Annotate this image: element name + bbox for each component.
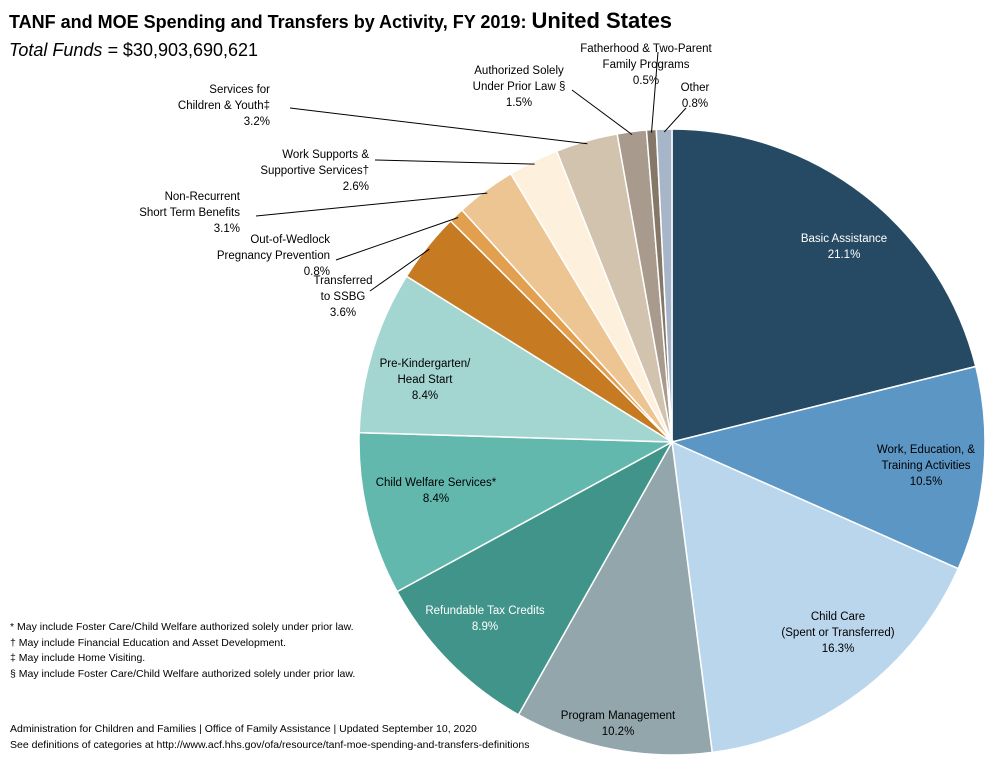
pct-refundable: 8.9%	[472, 621, 498, 633]
label-line-fatherhood: Family Programs	[603, 59, 690, 71]
footnote-asterisk: * May include Foster Care/Child Welfare …	[10, 621, 354, 633]
leader-line-other	[663, 107, 687, 133]
label-refundable: Refundable Tax Credits 8.9%	[425, 605, 545, 633]
leader-line-ssbg	[369, 248, 430, 292]
label-line-progmgmt: Program Management	[561, 710, 676, 722]
label-line-work: Work, Education, &	[877, 444, 976, 456]
footer: Administration for Children and Families…	[10, 722, 529, 753]
label-progmgmt: Program Management 10.2%	[561, 710, 676, 738]
footer-attribution: Administration for Children and Families…	[10, 723, 477, 735]
chart-title: TANF and MOE Spending and Transfers by A…	[9, 8, 672, 34]
label-other: Other 0.8%	[681, 82, 710, 110]
pct-work: 10.5%	[910, 476, 943, 488]
label-line-ssbg: to SSBG	[321, 291, 366, 303]
label-line-childcare: Child Care	[811, 611, 865, 623]
label-cws: Child Welfare Services* 8.4%	[376, 477, 497, 505]
total-funds-value: $30,903,690,621	[122, 40, 259, 60]
label-prek: Pre-Kindergarten/Head Start 8.4%	[380, 358, 472, 402]
label-prior: Authorized Solely Under Prior Law § 1.5%	[473, 65, 566, 109]
label-line-nonrec: Short Term Benefits	[139, 207, 240, 219]
leader-line-children	[289, 107, 588, 145]
label-line-prior: Under Prior Law §	[473, 81, 566, 93]
label-line-childcare: (Spent or Transferred)	[781, 627, 894, 639]
label-line-children: Services for	[209, 84, 270, 96]
slice-other	[655, 128, 673, 443]
leader-line-wedlock	[335, 217, 459, 261]
footnote-double-dagger: ‡ May include Home Visiting.	[10, 652, 146, 664]
label-line-children: Children & Youth‡	[178, 100, 270, 112]
pie-slices	[358, 128, 986, 756]
chart-title-region: United States	[531, 8, 673, 33]
pct-prek: 8.4%	[412, 390, 438, 402]
leader-line-fatherhood	[651, 51, 659, 133]
label-line-worksup: Supportive Services†	[260, 165, 369, 177]
label-line-work: Training Activities	[881, 460, 970, 472]
slice-refundable	[396, 440, 674, 716]
label-nonrec: Non-Recurrent Short Term Benefits 3.1%	[139, 191, 241, 235]
slice-work	[669, 365, 986, 570]
label-basic: Basic Assistance 21.1%	[801, 233, 887, 261]
pct-fatherhood: 0.5%	[633, 75, 659, 87]
footnotes: * May include Foster Care/Child Welfare …	[10, 620, 355, 682]
pct-wedlock: 0.8%	[304, 266, 330, 278]
label-line-wedlock: Out-of-Wedlock	[250, 234, 330, 246]
pct-other: 0.8%	[682, 98, 708, 110]
slice-labels: Basic Assistance 21.1% Work, Education, & T…	[139, 43, 975, 738]
label-line-cws: Child Welfare Services*	[376, 477, 497, 489]
label-work: Work, Education, & Training Activities 10.…	[877, 444, 976, 488]
slice-cws	[358, 431, 675, 593]
leader-lines	[255, 51, 687, 292]
label-wedlock: Out-of-Wedlock Pregnancy Prevention 0.8%	[217, 234, 330, 278]
footnote-dagger: † May include Financial Education and As…	[10, 636, 287, 649]
label-fatherhood: Fatherhood & Two-Parent Family Programs 0.…	[580, 43, 712, 87]
slice-progmgmt	[517, 439, 714, 756]
label-ssbg: Transferred to SSBG 3.6%	[313, 275, 372, 319]
leader-line-worksup	[374, 159, 535, 165]
footer-definitions-link: See definitions of categories at http://…	[10, 738, 530, 751]
pct-prior: 1.5%	[506, 97, 532, 109]
pct-childcare: 16.3%	[822, 643, 855, 655]
slice-prek	[358, 275, 675, 443]
footnote-section: § May include Foster Care/Child Welfare …	[10, 667, 356, 680]
pct-ssbg: 3.6%	[330, 307, 356, 319]
total-funds-label: Total Funds =	[9, 40, 118, 60]
label-worksup: Work Supports & Supportive Services† 2.6%	[260, 149, 369, 193]
leader-line-nonrec	[255, 192, 488, 217]
slice-childcare	[671, 440, 960, 754]
label-line-ssbg: Transferred	[313, 275, 372, 287]
label-line-prior: Authorized Solely	[474, 65, 564, 77]
pct-cws: 8.4%	[423, 493, 449, 505]
chart-title-main: TANF and MOE Spending and Transfers by A…	[9, 12, 532, 32]
label-line-basic: Basic Assistance	[801, 233, 887, 245]
slice-basic	[671, 128, 977, 443]
label-line-worksup: Work Supports &	[282, 149, 369, 161]
total-funds: Total Funds = $30,903,690,621	[9, 40, 258, 61]
label-line-refundable: Refundable Tax Credits	[425, 605, 545, 617]
pct-worksup: 2.6%	[343, 181, 369, 193]
label-line-fatherhood: Fatherhood & Two-Parent	[580, 43, 712, 55]
pct-progmgmt: 10.2%	[602, 726, 635, 738]
label-line-prek: Pre-Kindergarten/	[380, 358, 472, 370]
label-children: Services for Children & Youth‡ 3.2%	[178, 84, 270, 128]
label-childcare: Child Care (Spent or Transferred) 16.3%	[781, 611, 894, 655]
pct-basic: 21.1%	[828, 249, 861, 261]
label-line-nonrec: Non-Recurrent	[165, 191, 241, 203]
pct-children: 3.2%	[244, 116, 270, 128]
label-line-other: Other	[681, 82, 710, 94]
label-line-wedlock: Pregnancy Prevention	[217, 250, 330, 262]
pct-nonrec: 3.1%	[214, 223, 240, 235]
label-line-prek: Head Start	[398, 374, 454, 386]
leader-line-prior	[571, 89, 633, 136]
